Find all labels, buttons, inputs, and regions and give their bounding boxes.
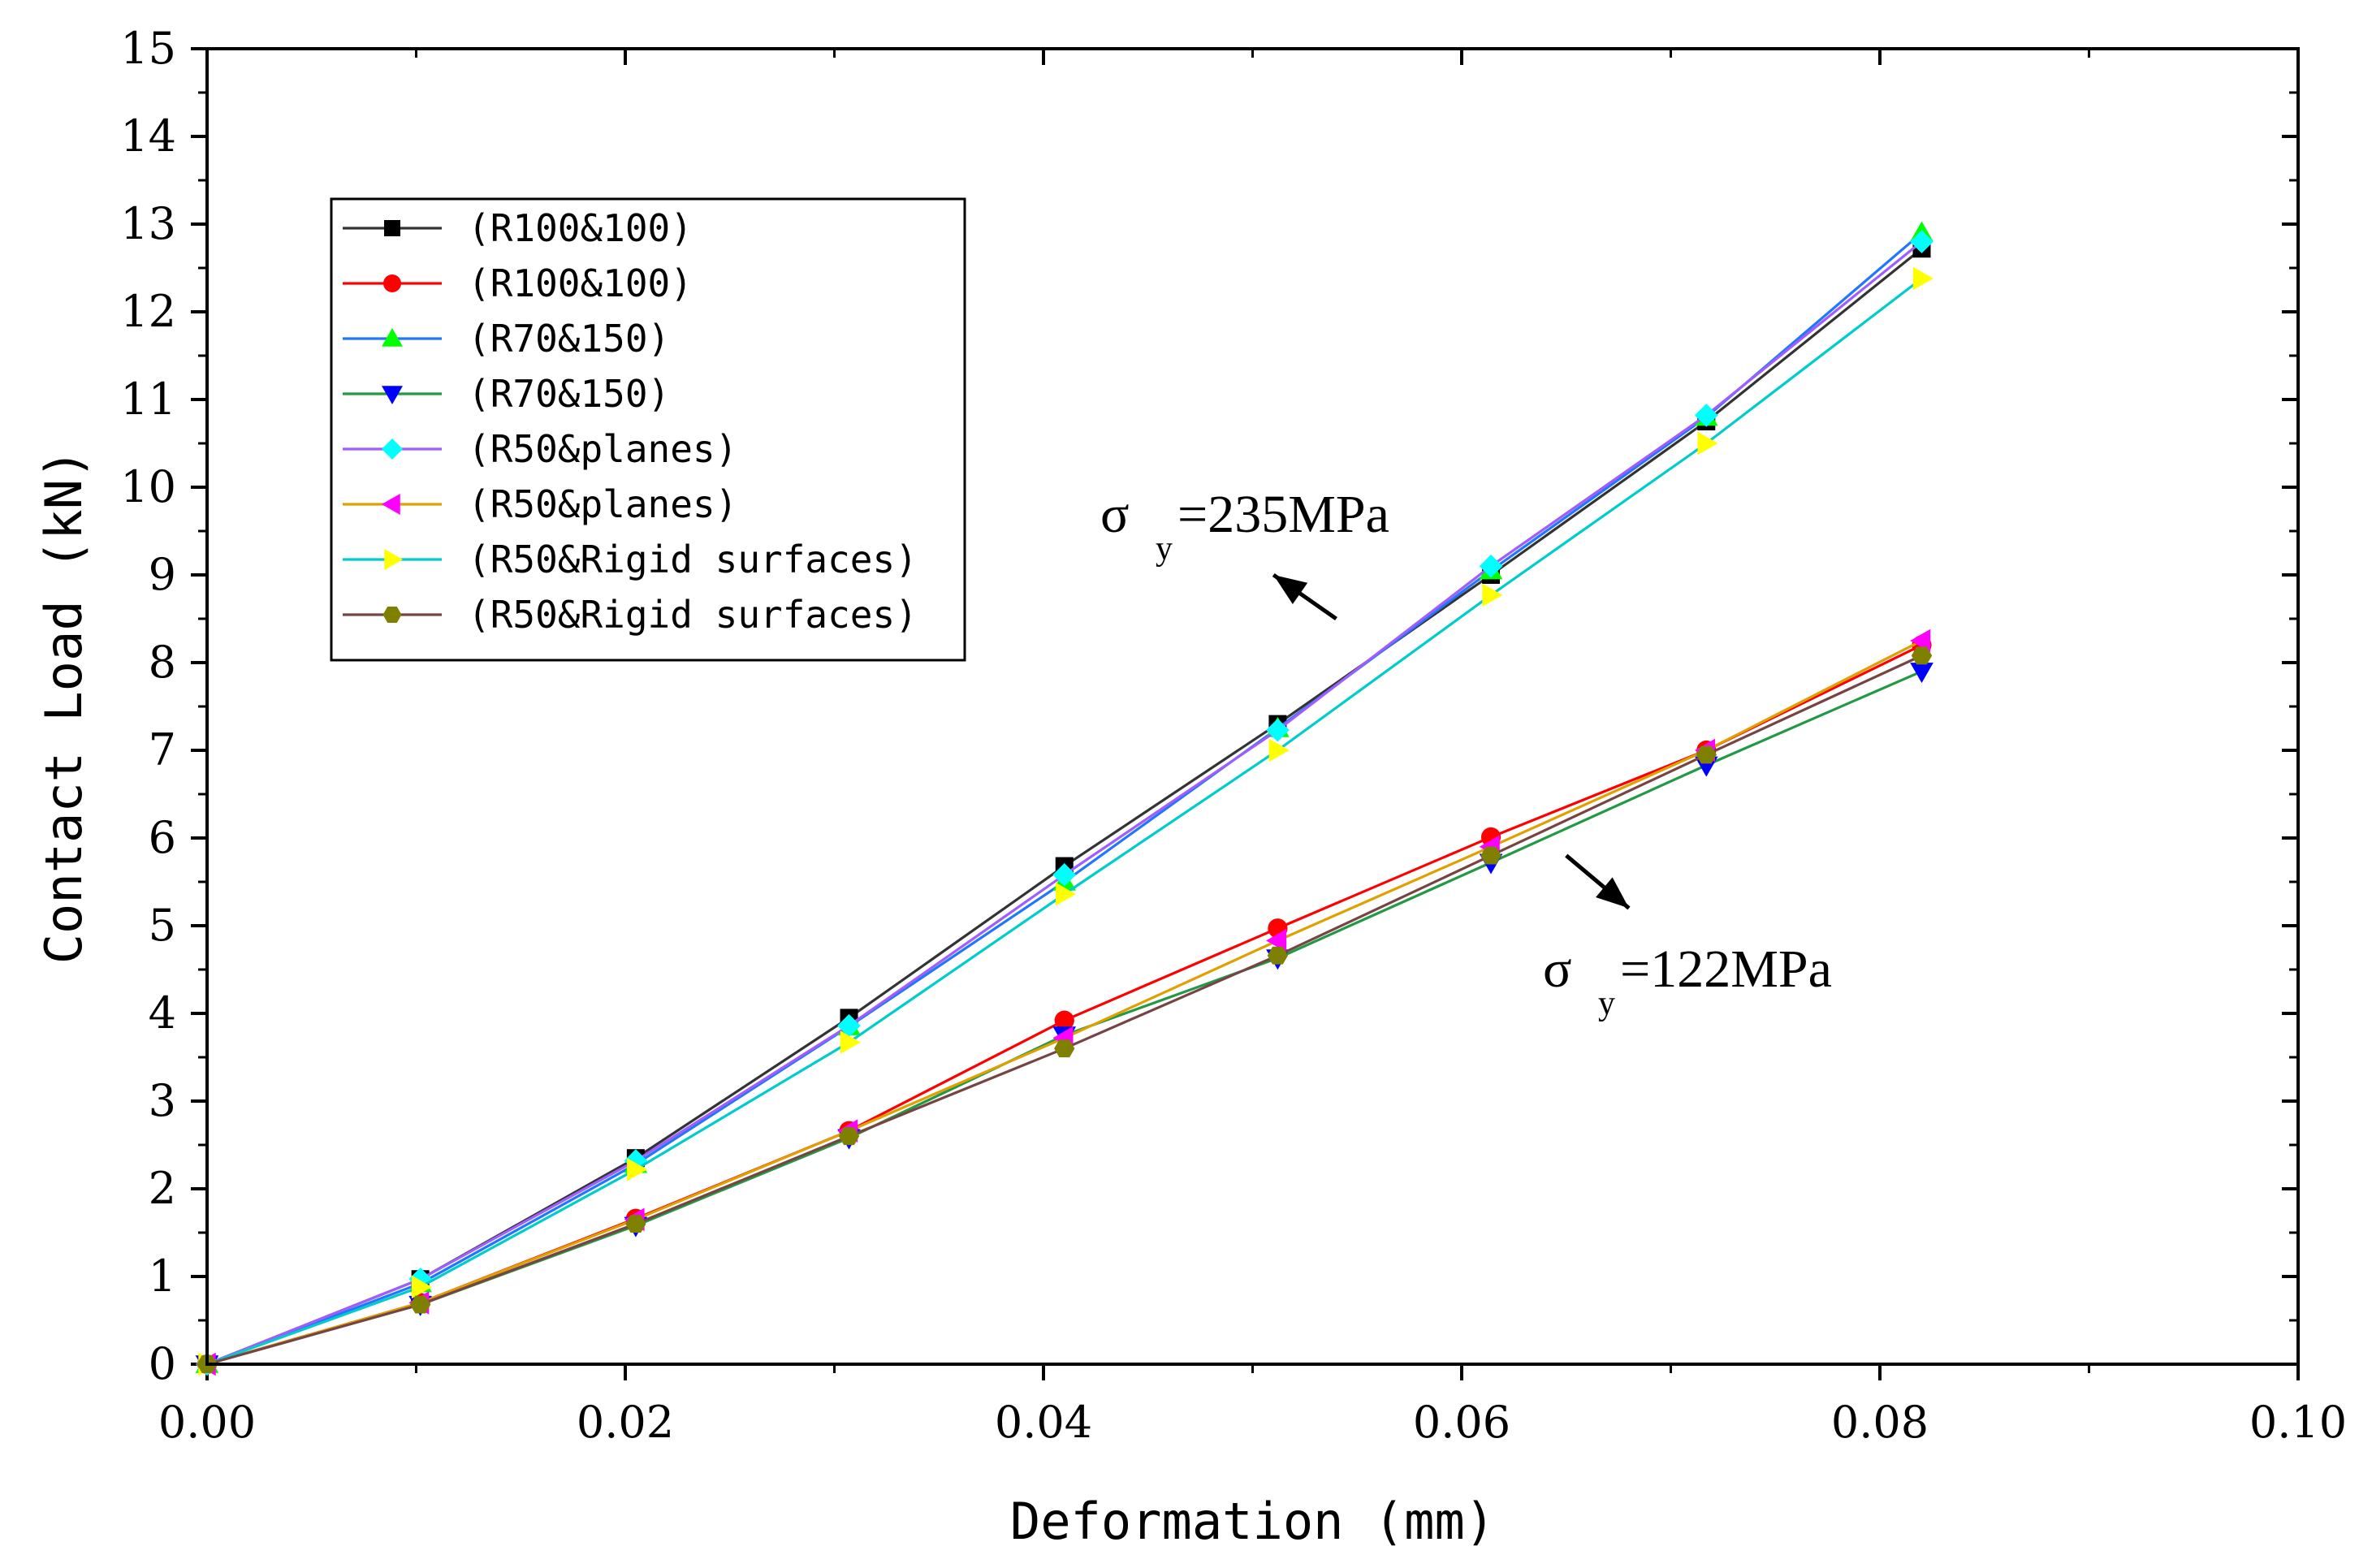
data-point: [1696, 745, 1717, 764]
annotation-subscript: y: [1598, 985, 1615, 1022]
legend-marker: [384, 549, 403, 570]
data-point: [840, 1030, 861, 1054]
legend-entry: (R50&Rigid surfaces): [343, 538, 918, 581]
legend-label: (R50&planes): [468, 482, 737, 526]
legend-marker: [382, 386, 403, 404]
annotation-subscript: y: [1156, 530, 1173, 568]
annotation-122mpa: σ y =122MPa: [1543, 853, 1832, 1022]
legend-label: (R50&Rigid surfaces): [468, 538, 918, 581]
legend-label: (R100&100): [468, 206, 693, 250]
annotation-235mpa: σ y =235MPa: [1100, 485, 1389, 621]
legend-label: (R100&100): [468, 261, 693, 305]
data-point: [1910, 230, 1933, 253]
annotation-sigma: σ: [1100, 485, 1130, 544]
data-point: [1697, 431, 1718, 456]
tick-labels: 0.00 0.02 0.04 0.06 0.08 0.100123456789101112…: [120, 23, 2347, 1448]
data-point: [1056, 882, 1077, 906]
y-tick-label: 10: [120, 461, 176, 512]
data-point: [838, 1127, 860, 1146]
legend-marker: [382, 607, 402, 623]
data-point: [625, 1215, 646, 1233]
legend-marker: [382, 328, 403, 347]
legend-marker: [382, 438, 403, 460]
y-tick-label: 7: [149, 724, 176, 775]
x-tick-label: 0.10: [2249, 1397, 2347, 1448]
series-layer: [195, 221, 1933, 1376]
x-tick-label: 0.04: [995, 1397, 1092, 1448]
y-tick-label: 8: [149, 637, 176, 688]
series-7: [198, 266, 1933, 1376]
data-point: [1912, 266, 1933, 291]
annotation-sigma: σ: [1543, 940, 1572, 999]
y-tick-label: 13: [120, 198, 176, 249]
data-point: [410, 1295, 431, 1314]
data-point: [1268, 738, 1290, 762]
y-axis-title: Contact Load (kN): [34, 449, 93, 965]
y-tick-label: 4: [149, 987, 176, 1039]
x-axis-title: Deformation (mm): [1010, 1492, 1495, 1551]
data-point: [1911, 646, 1933, 665]
y-tick-label: 12: [120, 286, 176, 337]
data-point: [1266, 929, 1287, 952]
y-tick-label: 6: [149, 812, 176, 863]
x-tick-label: 0.00: [158, 1397, 256, 1448]
y-tick-label: 3: [149, 1075, 176, 1126]
legend-entry: (R100&100): [343, 261, 693, 305]
y-tick-label: 9: [149, 549, 176, 600]
plot-frame: [205, 47, 2300, 1366]
y-tick-label: 2: [149, 1163, 176, 1214]
data-point: [1052, 863, 1077, 887]
annotations: σ y =235MPa σ y =122MPa: [1100, 485, 1832, 1022]
data-point: [1482, 583, 1503, 607]
annotation-text: =122MPa: [1620, 940, 1832, 999]
legend-entry: (R100&100): [343, 206, 693, 250]
legend-entry: (R50&Rigid surfaces): [343, 593, 918, 637]
y-tick-label: 1: [149, 1251, 176, 1302]
legend-label: (R70&150): [468, 317, 670, 361]
data-point: [1054, 1010, 1074, 1030]
data-point: [1054, 1039, 1075, 1058]
annotation-arrow: [1565, 853, 1631, 910]
legend-entry: (R50&planes): [343, 482, 737, 526]
data-point: [1479, 554, 1503, 578]
x-tick-label: 0.02: [577, 1397, 674, 1448]
legend-marker: [384, 220, 400, 236]
legend-entry: (R70&150): [343, 317, 670, 361]
annotation-arrow: [1272, 572, 1337, 621]
y-tick-label: 14: [120, 110, 176, 162]
legend-box: [330, 197, 966, 662]
data-point: [837, 1013, 861, 1038]
arrow-head: [1596, 877, 1629, 909]
y-tick-label: 0: [149, 1338, 176, 1389]
legend-entry: (R50&planes): [343, 427, 737, 471]
legend-marker: [383, 274, 401, 292]
data-point: [1910, 628, 1931, 653]
data-point: [1266, 718, 1290, 742]
legend-marker: [382, 494, 400, 515]
series-8: [197, 646, 1933, 1373]
y-tick-label: 5: [149, 900, 176, 951]
x-tick-label: 0.06: [1413, 1397, 1510, 1448]
y-tick-label: 15: [120, 23, 176, 74]
data-point: [1480, 846, 1501, 865]
annotation-text: =235MPa: [1177, 485, 1389, 544]
data-point: [627, 1157, 648, 1181]
arrow-head: [1273, 575, 1308, 605]
legend-entry: (R70&150): [343, 372, 670, 416]
legend-label: (R70&150): [468, 372, 670, 416]
data-point: [624, 1149, 648, 1173]
data-point: [411, 1275, 432, 1299]
data-point: [1694, 404, 1718, 427]
data-point: [1910, 663, 1933, 684]
legend-label: (R50&planes): [468, 427, 737, 471]
legend-label: (R50&Rigid surfaces): [468, 593, 918, 637]
y-tick-label: 11: [120, 374, 176, 425]
data-point: [1267, 946, 1289, 965]
legend: (R100&100) (R100&100) (R70&150) (R70&150) (R…: [330, 197, 966, 662]
x-tick-label: 0.08: [1831, 1397, 1929, 1448]
